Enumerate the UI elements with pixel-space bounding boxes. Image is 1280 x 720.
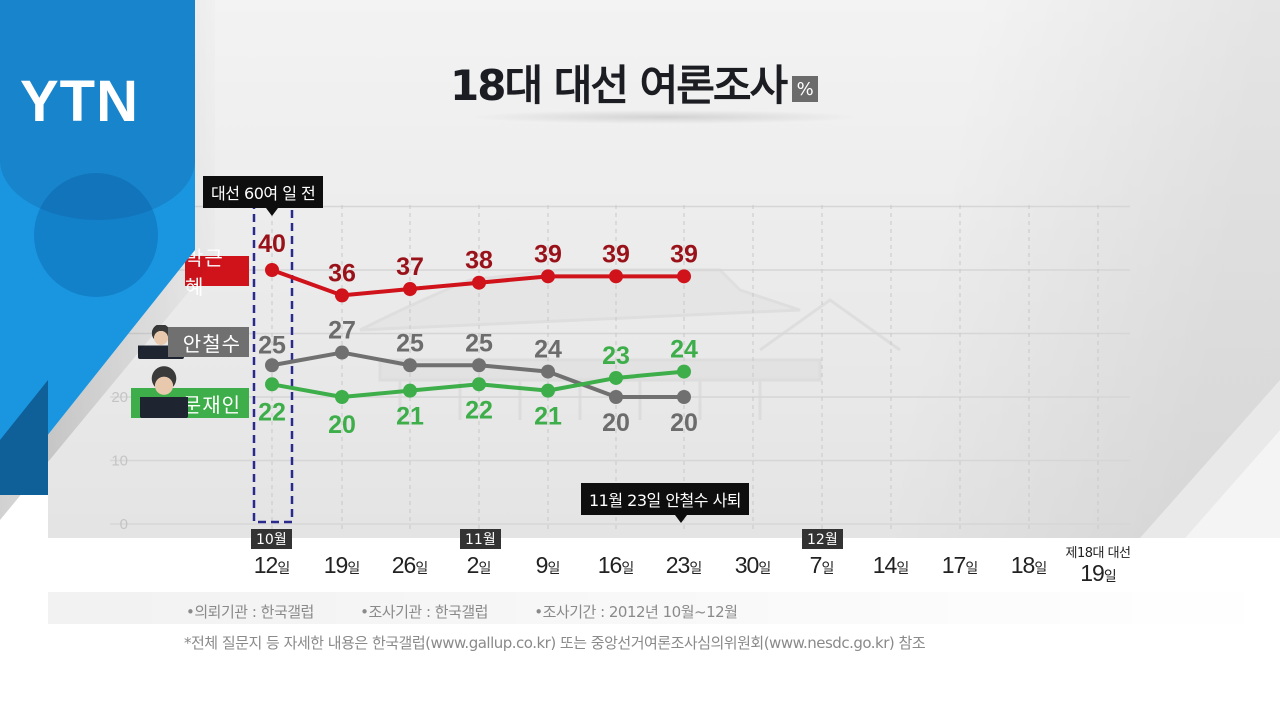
logo-circle-decoration (34, 173, 158, 297)
legend-label: 안철수 (182, 331, 241, 356)
month-label: 11월 (465, 532, 496, 548)
avatar-moon (140, 366, 188, 418)
month-badge-dec: 12월 (802, 529, 843, 549)
svg-text:23: 23 (602, 342, 630, 370)
month-label: 12월 (807, 532, 838, 548)
x-label: 16일 (597, 552, 635, 578)
svg-text:40: 40 (258, 230, 286, 258)
source-client: •의뢰기관 : 한국갤럽 (186, 603, 314, 621)
chart-title-group: 18대 대선 여론조사 % (450, 52, 819, 112)
svg-text:10: 10 (111, 453, 128, 470)
month-badge-nov: 11월 (460, 529, 501, 549)
legend-ahn: 안철수 (168, 327, 249, 357)
source-info: •의뢰기관 : 한국갤럽 •조사기관 : 한국갤럽 •조사기간 : 2012년 … (186, 601, 779, 622)
svg-text:39: 39 (534, 240, 562, 268)
source-pollster: •조사기관 : 한국갤럽 (360, 603, 488, 621)
svg-text:39: 39 (602, 240, 630, 268)
source-note: *전체 질문지 등 자세한 내용은 한국갤럽(www.gallup.co.kr)… (184, 632, 926, 653)
svg-text:25: 25 (396, 329, 424, 357)
x-label: 19일 (323, 552, 361, 578)
svg-text:24: 24 (534, 336, 562, 364)
svg-text:20: 20 (328, 411, 356, 439)
x-label: 23일 (665, 552, 703, 578)
annotation-text: 대선 60여 일 전 (211, 184, 316, 203)
svg-text:25: 25 (258, 331, 286, 359)
svg-text:20: 20 (111, 389, 128, 406)
title-shadow (470, 110, 860, 124)
x-label: 7일 (809, 552, 835, 578)
x-label: 12일 (253, 552, 291, 578)
series-points (265, 263, 691, 404)
value-labels: 40 36 37 38 39 39 39 25 27 25 25 24 20 20 22 20 21 22 21 23… (258, 230, 698, 439)
source-band (48, 592, 1280, 624)
x-label: 17일 (941, 552, 979, 578)
svg-text:37: 37 (396, 253, 424, 281)
annotation-ahn-withdrawal: 11월 23일 안철수 사퇴 (581, 483, 750, 523)
svg-text:38: 38 (465, 247, 493, 275)
y-axis-labels: 0 10 20 (111, 389, 128, 533)
annotation-text: 11월 23일 안철수 사퇴 (589, 491, 742, 510)
x-label-election-day: 제18대 대선 19일 (1038, 542, 1158, 589)
legend-label: 문재인 (182, 392, 241, 417)
svg-text:27: 27 (328, 317, 356, 345)
svg-text:21: 21 (534, 403, 562, 431)
election-day-date: 19일 (1080, 560, 1116, 586)
ytn-logo: YTN (20, 69, 139, 134)
svg-text:21: 21 (396, 403, 424, 431)
source-note-text: *전체 질문지 등 자세한 내용은 한국갤럽(www.gallup.co.kr)… (184, 634, 926, 652)
x-label: 18일 (1010, 552, 1048, 578)
svg-text:22: 22 (465, 396, 493, 424)
svg-text:22: 22 (258, 398, 286, 426)
annotation-start: 대선 60여 일 전 (203, 176, 324, 216)
chart-title: 18대 대선 여론조사 (450, 60, 788, 110)
x-label: 26일 (391, 552, 429, 578)
svg-text:39: 39 (670, 240, 698, 268)
svg-text:20: 20 (602, 409, 630, 437)
logo-dark-band (0, 0, 195, 220)
x-label: 2일 (466, 552, 492, 578)
svg-text:25: 25 (465, 329, 493, 357)
x-label: 14일 (872, 552, 910, 578)
x-label: 9일 (535, 552, 561, 578)
svg-text:24: 24 (670, 336, 698, 364)
svg-text:0: 0 (120, 516, 128, 533)
source-period: •조사기간 : 2012년 10월~12월 (534, 603, 738, 621)
svg-text:36: 36 (328, 259, 356, 287)
x-label: 30일 (734, 552, 772, 578)
month-label: 10월 (256, 532, 287, 548)
unit-badge: % (792, 76, 819, 102)
svg-text:20: 20 (670, 409, 698, 437)
month-badge-oct: 10월 (251, 529, 292, 549)
election-day-caption: 제18대 대선 (1065, 546, 1131, 561)
